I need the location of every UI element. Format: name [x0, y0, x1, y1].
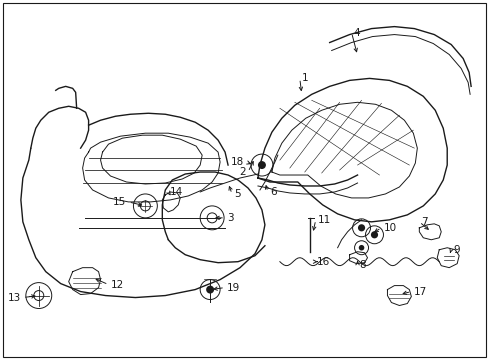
Circle shape [357, 224, 365, 231]
Circle shape [258, 161, 265, 169]
Text: 6: 6 [269, 187, 276, 197]
Text: 8: 8 [359, 260, 366, 270]
Text: 5: 5 [234, 189, 240, 199]
Text: 10: 10 [383, 223, 396, 233]
Text: 18: 18 [230, 157, 244, 167]
Text: 9: 9 [452, 245, 459, 255]
Circle shape [370, 231, 377, 238]
Text: 14: 14 [170, 187, 183, 197]
Text: 3: 3 [226, 213, 233, 223]
Text: 2: 2 [239, 167, 245, 177]
Text: 1: 1 [301, 73, 308, 84]
Text: 13: 13 [8, 293, 21, 302]
Text: 16: 16 [316, 257, 329, 267]
Text: 19: 19 [226, 283, 240, 293]
Circle shape [206, 285, 214, 293]
Text: 12: 12 [110, 280, 123, 289]
Text: 15: 15 [113, 197, 126, 207]
Text: 7: 7 [421, 217, 427, 227]
Text: 4: 4 [353, 28, 360, 37]
Text: 11: 11 [317, 215, 330, 225]
Text: 17: 17 [412, 287, 426, 297]
Circle shape [358, 245, 364, 251]
